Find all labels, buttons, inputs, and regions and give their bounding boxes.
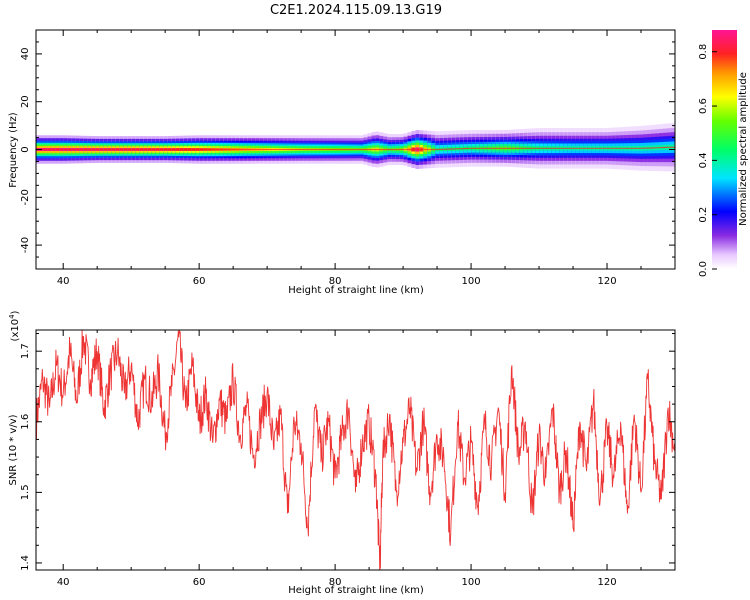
snr-y-tick-label: 1.4 [20, 555, 31, 571]
snr-y-tick-label: 1.6 [20, 414, 31, 430]
colorbar-gradient [712, 30, 737, 269]
spectrogram-x-tick-label: 60 [193, 276, 206, 287]
snr-x-tick-label: 120 [597, 577, 616, 588]
spectrogram-y-tick-label: -20 [20, 189, 31, 205]
snr-x-ticks: 40 60 80 100 120 [57, 330, 676, 588]
snr-series-line [36, 330, 675, 570]
spectrogram-y-tick-label: 40 [20, 48, 31, 61]
snr-y-multiplier-exponent: 4 [8, 314, 16, 319]
snr-y-ticks: 1.4 1.5 1.6 1.7 [20, 333, 675, 571]
colorbar-tick-label: 0.8 [698, 44, 709, 60]
spectrogram-x-tick-label: 80 [329, 276, 342, 287]
snr-x-tick-label: 60 [193, 577, 206, 588]
snr-x-axis-label: Height of straight line (km) [288, 585, 424, 596]
figure-title: C2E1.2024.115.09.13.G19 [270, 3, 442, 18]
spectrogram-y-tick-label: 20 [20, 95, 31, 108]
spectrogram-y-tick-label: 0 [20, 146, 31, 152]
snr-plot-area [36, 330, 675, 570]
colorbar-tick-label: 0.4 [698, 152, 709, 168]
snr-y-tick-label: 1.7 [20, 343, 31, 359]
colorbar-tick-label: 0.2 [698, 207, 709, 223]
spectrogram-panel: 40 60 80 100 120 -40 -20 0 20 40 Height of strai… [8, 29, 676, 296]
spectrogram-ridge [36, 146, 675, 151]
colorbar-ticks: 0.0 0.2 0.4 0.6 0.8 [698, 44, 717, 277]
spectrogram-x-tick-label: 100 [462, 276, 481, 287]
snr-y-multiplier-base: (x10 [10, 319, 21, 342]
spectrogram-x-tick-label: 120 [597, 276, 616, 287]
snr-y-tick-label: 1.5 [20, 484, 31, 500]
colorbar-tick-label: 0.0 [698, 261, 709, 277]
spectrogram-band [36, 117, 675, 178]
snr-x-tick-label: 80 [329, 577, 342, 588]
snr-x-tick-label: 100 [462, 577, 481, 588]
spectrogram-y-axis-label: Frequency (Hz) [8, 112, 19, 188]
colorbar: 0.0 0.2 0.4 0.6 0.8 Normalized spectral ampl… [698, 30, 749, 277]
snr-panel: 40 60 80 100 120 1.4 1.5 1.6 1.7 Height of stra… [8, 310, 676, 596]
spectrogram-x-ticks: 40 60 80 100 120 [57, 30, 676, 287]
spectrogram-x-tick-label: 40 [57, 276, 70, 287]
snr-y-multiplier: (x104) [8, 310, 21, 341]
spectrogram-y-ticks: -40 -20 0 20 40 [20, 29, 675, 270]
snr-frame [35, 329, 676, 571]
snr-x-tick-label: 40 [57, 577, 70, 588]
colorbar-label: Normalized spectral amplitude [738, 72, 749, 226]
spectrogram-x-axis-label: Height of straight line (km) [288, 285, 424, 296]
spectrogram-y-tick-label: -40 [20, 237, 31, 253]
snr-y-multiplier-close: ) [10, 310, 21, 314]
snr-y-axis-label: SNR (10 * v/v) [8, 414, 19, 485]
colorbar-tick-label: 0.6 [698, 98, 709, 114]
